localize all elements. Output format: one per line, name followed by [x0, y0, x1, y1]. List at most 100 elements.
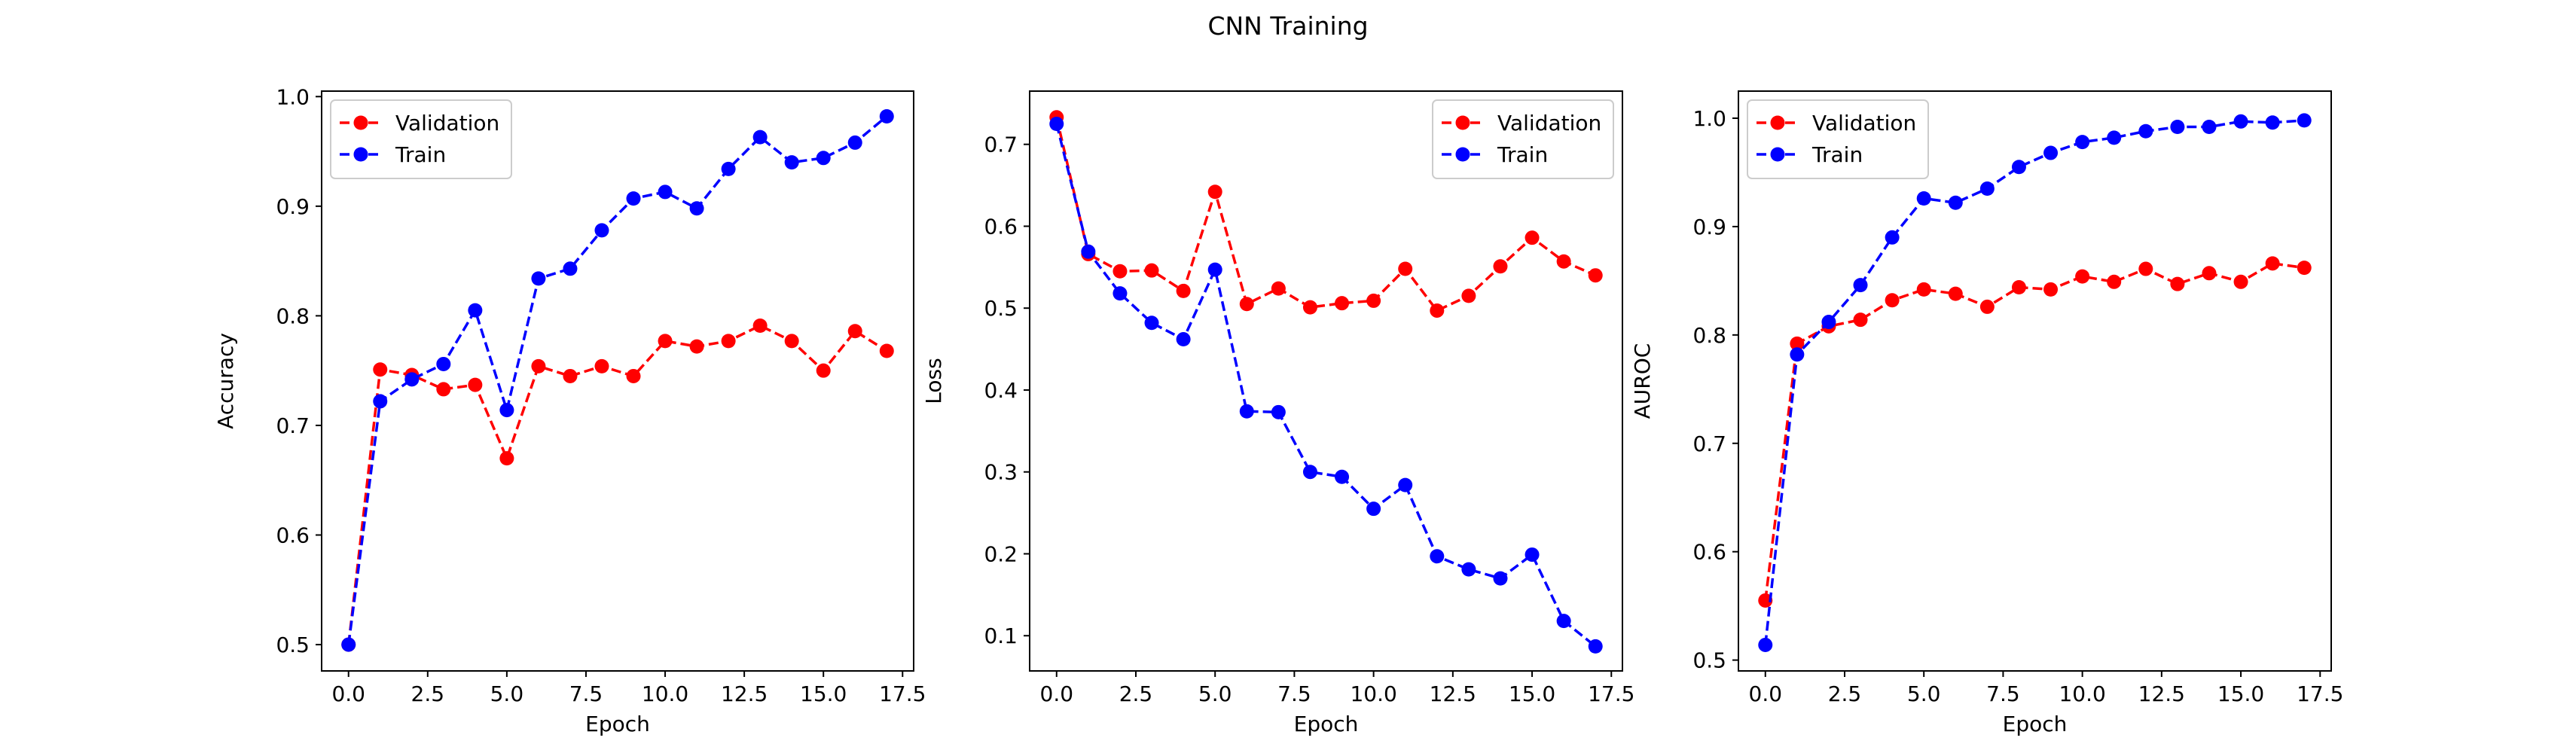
loss-legend: Validation Train [1432, 99, 1614, 179]
accuracy-legend-validation-marker [353, 115, 368, 130]
accuracy-validation-point [468, 377, 483, 392]
loss-train-point [1588, 639, 1603, 654]
accuracy-train-point [721, 161, 736, 176]
auroc-train-point [2043, 145, 2059, 160]
accuracy-validation-point [658, 334, 673, 349]
auroc-x-tick-label: 2.5 [1828, 681, 1862, 706]
auroc-train-point [1948, 195, 1963, 210]
auroc-x-tick-label: 7.5 [1986, 681, 2020, 706]
auroc-train-point [2265, 115, 2280, 130]
loss-train-point [1335, 469, 1350, 484]
auroc-legend: Validation Train [1747, 99, 1929, 179]
accuracy-x-tick-label: 12.5 [721, 681, 768, 706]
auroc-validation-point [1758, 593, 1773, 608]
loss-x-tick-label: 17.5 [1588, 681, 1634, 706]
auroc-y-tick-label: 1.0 [1692, 106, 1726, 131]
auroc-train-point [2233, 114, 2248, 129]
loss-legend-validation-label: Validation [1497, 111, 1601, 136]
loss-x-tick-label: 5.0 [1198, 681, 1232, 706]
accuracy-validation-point [879, 343, 894, 358]
loss-y-tick-label: 0.1 [984, 623, 1018, 648]
accuracy-train-point [879, 108, 894, 123]
auroc-chart: 0.0 2.5 5.0 7.5 10.0 12.5 15.0 17.5 0.5 0.6 0.7 0.8… [1630, 90, 2343, 736]
accuracy-train-point [626, 191, 641, 206]
accuracy-validation-point [531, 358, 546, 373]
loss-train-point [1430, 549, 1445, 564]
accuracy-legend-box [330, 99, 512, 179]
accuracy-train-point [594, 223, 609, 238]
accuracy-train-point [563, 261, 578, 276]
loss-axes-frame [1029, 90, 1623, 672]
loss-validation-point [1493, 259, 1508, 274]
accuracy-validation-point [436, 382, 451, 397]
accuracy-train-point [436, 356, 451, 371]
loss-x-axis-label: Epoch [1294, 712, 1359, 736]
accuracy-x-axis-label: Epoch [585, 712, 650, 736]
auroc-validation-point [1916, 282, 1931, 297]
auroc-validation-point [2011, 280, 2026, 295]
loss-train-point [1461, 562, 1476, 577]
loss-train-point [1493, 571, 1508, 586]
accuracy-validation-point [373, 362, 388, 377]
loss-train-point [1113, 286, 1128, 301]
loss-train-point [1144, 316, 1159, 331]
auroc-validation-point [2075, 269, 2090, 284]
accuracy-train-point [784, 155, 799, 170]
accuracy-y-tick-label: 0.7 [276, 413, 310, 438]
accuracy-x-tick-label: 10.0 [642, 681, 688, 706]
auroc-y-tick-label: 0.7 [1692, 431, 1726, 456]
auroc-train-point [2107, 130, 2122, 145]
loss-y-tick-label: 0.7 [984, 133, 1018, 157]
loss-x-tick-label: 15.0 [1509, 681, 1555, 706]
accuracy-train-point [689, 201, 704, 216]
accuracy-x-tick-label: 5.0 [490, 681, 524, 706]
accuracy-legend: Validation Train [330, 99, 512, 179]
accuracy-y-tick-label: 0.5 [276, 633, 310, 657]
auroc-train-line [1764, 119, 2305, 645]
accuracy-validation-point [594, 358, 609, 373]
auroc-x-tick-label: 12.5 [2138, 681, 2185, 706]
loss-legend-train-label: Train [1497, 142, 1548, 167]
loss-validation-point [1207, 184, 1222, 200]
auroc-train-point [2011, 160, 2026, 175]
loss-y-tick-label: 0.4 [984, 378, 1018, 403]
auroc-x-tick-label: 10.0 [2059, 681, 2105, 706]
accuracy-legend-train-marker [353, 147, 368, 162]
auroc-train-point [1853, 278, 1868, 293]
auroc-legend-train-marker [1770, 147, 1785, 162]
loss-train-point [1239, 404, 1254, 419]
auroc-train-point [1821, 315, 1836, 330]
auroc-validation-point [2202, 266, 2217, 281]
loss-validation-point [1398, 261, 1413, 276]
auroc-validation-point [2043, 282, 2059, 297]
auroc-validation-point [1885, 293, 1900, 308]
auroc-train-point [2170, 119, 2185, 134]
auroc-legend-train-label: Train [1811, 142, 1863, 167]
auroc-train-point [2138, 123, 2153, 139]
loss-validation-point [1335, 296, 1350, 311]
auroc-legend-validation-label: Validation [1812, 111, 1916, 136]
auroc-y-tick-label: 0.6 [1692, 540, 1726, 565]
accuracy-x-tick-label: 0.0 [331, 681, 365, 706]
loss-validation-point [1302, 300, 1317, 315]
accuracy-train-point [658, 184, 673, 200]
auroc-train-point [2075, 135, 2090, 150]
loss-train-point [1176, 332, 1191, 347]
auroc-train-point [1979, 181, 1995, 197]
auroc-legend-validation-marker [1770, 115, 1785, 130]
figure-title: CNN Training [1207, 11, 1368, 41]
loss-validation-point [1461, 288, 1476, 303]
auroc-legend-box [1747, 99, 1929, 179]
loss-y-tick-label: 0.5 [984, 296, 1018, 321]
loss-legend-box [1432, 99, 1614, 179]
accuracy-train-point [373, 394, 388, 409]
auroc-train-point [1790, 347, 1805, 362]
accuracy-legend-validation-label: Validation [395, 111, 499, 136]
accuracy-validation-point [784, 334, 799, 349]
accuracy-y-tick-label: 0.6 [276, 523, 310, 548]
loss-validation-point [1239, 297, 1254, 312]
accuracy-x-tick-label: 17.5 [879, 681, 926, 706]
loss-train-point [1302, 465, 1317, 480]
auroc-validation-point [1853, 312, 1868, 328]
